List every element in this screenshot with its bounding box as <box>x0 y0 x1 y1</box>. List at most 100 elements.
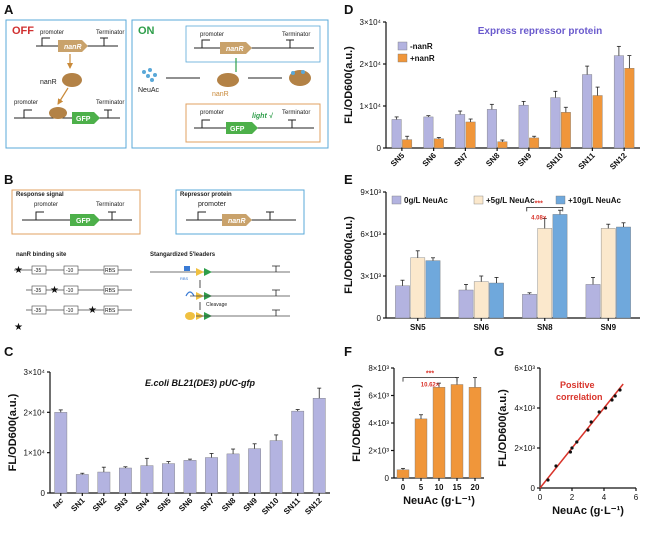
on-nanr-gene <box>220 42 252 54</box>
response-signal-label: Response signal <box>16 192 64 198</box>
C-category-label: SN11 <box>282 496 303 517</box>
C-bar <box>54 412 68 494</box>
E-bar <box>616 226 631 319</box>
G-point <box>604 406 608 410</box>
E-bar <box>410 257 426 319</box>
G-point <box>568 450 573 454</box>
F-ylabel: FL/OD600(a.u.) <box>351 384 363 462</box>
D-ytick-label: 0 <box>377 144 382 153</box>
C-bar <box>291 410 305 494</box>
E-category-label: SN8 <box>537 323 553 332</box>
C-bar <box>205 457 218 494</box>
C-bar <box>75 474 89 494</box>
C-ylabel: FL/OD600(a.u.) <box>7 393 19 471</box>
G-ytick-label: 2×10³ <box>514 444 535 453</box>
promoter-variant-2: -35 ★ -10 RBS <box>26 285 132 296</box>
D-ytick-label: 1×10⁴ <box>360 102 382 111</box>
off-terminator2-text: Terminator <box>96 100 124 106</box>
leaders-label: Stangardized 5'leaders <box>150 252 216 258</box>
chart-g: 0 2×10³ 4×10³ 6×10³ FL/OD600(a.u.) 0 2 4 6 NeuAc … <box>497 364 639 517</box>
D-bar <box>560 112 571 149</box>
b-repressor-promoter-text: promoter <box>198 201 227 208</box>
d-legend-swatch <box>397 41 408 51</box>
G-ytick-label: 0 <box>531 484 536 493</box>
off-label: OFF <box>12 25 34 37</box>
off-nanr-protein-label: nanR <box>40 79 57 86</box>
E-bar <box>522 294 537 319</box>
F-xlabel: NeuAc (g·L⁻¹) <box>403 495 475 507</box>
D-category-label: SN12 <box>608 151 629 172</box>
E-bar <box>489 282 504 319</box>
neuac-label: NeuAc <box>138 87 160 94</box>
D-bar <box>624 67 635 149</box>
G-ytick-label: 4×10³ <box>514 404 535 413</box>
off-nanr-protein <box>62 73 82 87</box>
b-promoter-text: promoter <box>34 202 58 208</box>
G-point <box>589 420 593 424</box>
svg-text:-35: -35 <box>34 268 41 274</box>
C-bar <box>226 453 240 494</box>
C-category-label: SN6 <box>177 496 195 514</box>
f-bracket <box>402 377 458 382</box>
E-category-label: SN9 <box>600 323 616 332</box>
F-bar <box>468 387 482 479</box>
E-ytick-label: 3×10³ <box>360 272 381 281</box>
promoter-variant-1: ★ -35 -10 RBS <box>14 265 132 276</box>
D-category-label: SN6 <box>421 151 439 169</box>
d-legend-label: -nanR <box>410 42 433 51</box>
C-bar <box>248 448 261 494</box>
e-legend-label: 0g/L NeuAc <box>404 196 448 205</box>
C-ytick-label: 1×10⁴ <box>24 449 46 458</box>
F-category-label: 10 <box>435 483 444 492</box>
e-stars: *** <box>535 200 543 207</box>
svg-text:-10: -10 <box>66 268 73 274</box>
D-category-label: SN10 <box>545 151 566 172</box>
C-ytick-label: 2×10⁴ <box>24 408 46 417</box>
leaders-diagram: RBS Cleavage <box>150 265 290 320</box>
off-nanr-gene-label: nanR <box>64 44 82 51</box>
G-point <box>613 394 617 398</box>
neuac-molecules <box>142 68 157 82</box>
svg-text:RBS: RBS <box>105 268 116 274</box>
D-bar <box>592 95 603 149</box>
G-point <box>554 464 558 468</box>
E-bar <box>458 289 474 319</box>
on-gfp-gene <box>226 122 258 134</box>
on-nanr-gene-label: nanR <box>226 46 244 53</box>
D-category-label: SN11 <box>577 151 598 172</box>
svg-text:-35: -35 <box>34 308 41 314</box>
D-bar <box>486 109 497 149</box>
D-bar <box>391 119 402 149</box>
F-category-label: 20 <box>471 483 480 492</box>
D-ytick-label: 3×10⁴ <box>360 18 382 27</box>
e-legend-label: +5g/L NeuAc <box>486 196 535 205</box>
C-category-label: SN5 <box>156 496 174 514</box>
on-nanr-protein-label: nanR <box>212 91 229 98</box>
E-bar <box>537 228 553 319</box>
G-xtick-label: 4 <box>602 493 607 502</box>
E-bar <box>585 284 601 319</box>
C-category-label: SN9 <box>242 496 260 514</box>
panel-a-label: A <box>4 2 14 17</box>
e-bracket <box>526 207 564 212</box>
D-category-label: SN5 <box>389 151 407 169</box>
C-category-label: SN4 <box>134 496 152 514</box>
on-promoter-text: promoter <box>200 32 224 38</box>
chart-f: 0 2×10³ 4×10³ 6×10³ 8×10³ FL/OD600(a.u.) 0 5 10 1… <box>351 364 484 507</box>
D-bar <box>423 116 434 149</box>
on-terminator-text: Terminator <box>282 32 310 38</box>
on-label: ON <box>138 25 155 37</box>
C-ytick-label: 3×10⁴ <box>24 368 46 377</box>
b-nanr-label: nanR <box>228 218 246 225</box>
C-bar <box>119 467 132 494</box>
F-ytick-label: 6×10³ <box>368 392 389 401</box>
binding-star: ★ <box>14 322 23 333</box>
G-annotation-line2: correlation <box>556 392 603 402</box>
D-bar <box>613 55 624 149</box>
F-bar <box>396 469 410 479</box>
panel-e-label: E <box>344 172 353 187</box>
svg-text:RBS: RBS <box>105 288 116 294</box>
off-gfp-label: GFP <box>76 116 91 123</box>
E-ytick-label: 6×10³ <box>360 230 381 239</box>
E-ylabel: FL/OD600(a.u.) <box>343 216 355 294</box>
